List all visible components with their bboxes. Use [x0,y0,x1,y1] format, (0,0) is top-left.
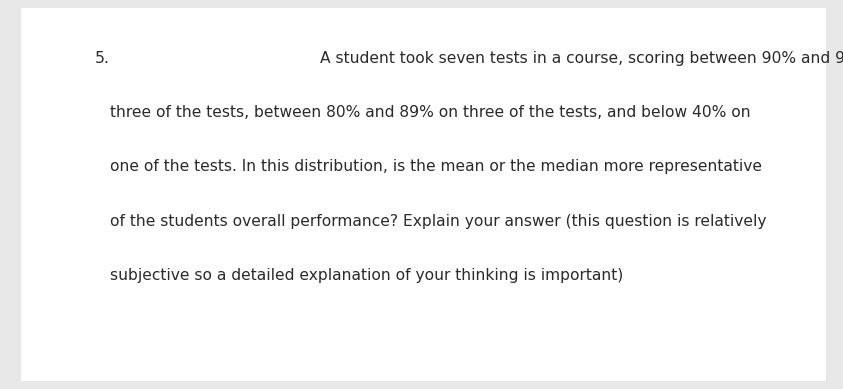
Text: subjective so a detailed explanation of your thinking is important): subjective so a detailed explanation of … [110,268,623,284]
Text: one of the tests. In this distribution, is the mean or the median more represent: one of the tests. In this distribution, … [110,159,762,175]
Text: three of the tests, between 80% and 89% on three of the tests, and below 40% on: three of the tests, between 80% and 89% … [110,105,750,120]
Text: A student took seven tests in a course, scoring between 90% and 95% on: A student took seven tests in a course, … [320,51,843,66]
Text: 5.: 5. [95,51,110,66]
Text: of the students overall performance? Explain your answer (this question is relat: of the students overall performance? Exp… [110,214,766,229]
FancyBboxPatch shape [21,8,826,381]
